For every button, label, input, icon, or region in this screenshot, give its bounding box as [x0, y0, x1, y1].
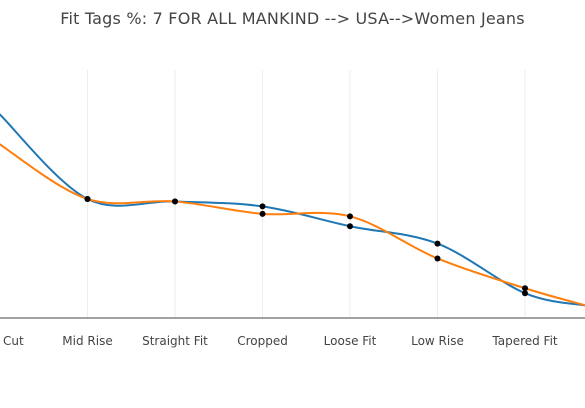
data-points	[84, 195, 528, 297]
x-tick-label: Mid Rise	[62, 334, 112, 348]
x-tick-label: Low Rise	[411, 334, 464, 348]
data-point[interactable]	[84, 195, 91, 202]
data-point[interactable]	[259, 210, 266, 217]
data-point[interactable]	[172, 198, 178, 205]
data-point[interactable]	[347, 223, 353, 230]
data-point[interactable]	[434, 255, 441, 262]
gridlines	[87, 70, 526, 318]
x-tick-label: Loose Fit	[324, 334, 377, 348]
x-tick-label: Cropped	[237, 334, 288, 348]
data-point[interactable]	[434, 240, 441, 247]
x-tick-label: Tapered Fit	[491, 334, 558, 348]
chart-title: Fit Tags %: 7 FOR ALL MANKIND --> USA-->…	[60, 9, 525, 28]
x-tick-labels: Cut Mid Rise Straight Fit Cropped Loose Fit L…	[3, 334, 558, 348]
data-point[interactable]	[522, 285, 528, 292]
x-tick-label: Cut	[3, 334, 24, 348]
x-tick-label: Straight Fit	[142, 334, 208, 348]
data-point[interactable]	[522, 290, 528, 297]
data-point[interactable]	[259, 203, 266, 210]
data-point[interactable]	[347, 213, 353, 220]
